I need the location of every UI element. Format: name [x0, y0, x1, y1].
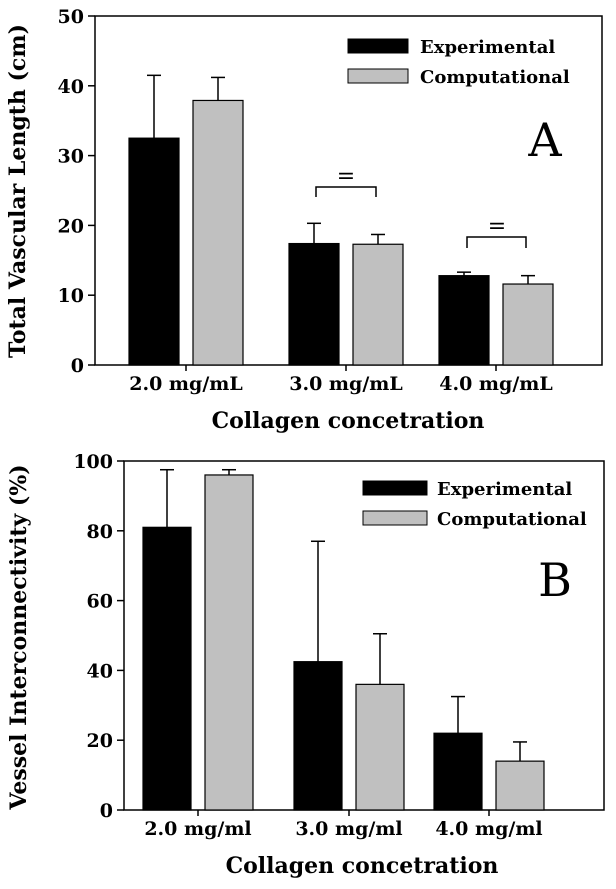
legend-label-experimental-a: Experimental: [420, 37, 555, 58]
x-axis-label-a: Collagen concetration: [212, 408, 485, 434]
legend-swatch-experimental-b: [362, 480, 428, 496]
x-tick-label-b: 2.0 mg/ml: [144, 818, 251, 840]
panel-label-b: B: [538, 553, 572, 607]
legend-label-computational-a: Computational: [420, 67, 570, 88]
y-tick-label-b: 100: [73, 451, 113, 473]
bars-a: [128, 74, 554, 366]
bar-computational-1-a: [192, 99, 244, 366]
y-tick-label-a: 10: [58, 285, 84, 307]
x-tick-label-b: 3.0 mg/ml: [295, 818, 402, 840]
equal-sign-4mg: =: [488, 214, 506, 239]
bar-computational-2-a: [352, 243, 404, 366]
bar-computational-1-b: [204, 474, 254, 811]
bar-experimental-2-b: [293, 661, 343, 811]
legend-b: Experimental Computational: [362, 479, 587, 530]
significance-bracket-3mg: =: [315, 164, 377, 197]
y-tick-label-b: 0: [100, 800, 113, 822]
bar-computational-2-b: [355, 683, 405, 811]
bar-experimental-1-a: [128, 137, 180, 366]
plot-frame-a: [94, 15, 603, 366]
y-ticks-b: 0 20 40 60 80 100: [73, 451, 124, 822]
bars-b: [142, 468, 545, 811]
y-axis-label-b: Vessel Interconnectivity (%): [6, 464, 32, 810]
y-tick-label-b: 20: [87, 730, 113, 752]
y-tick-label-a: 30: [58, 146, 84, 168]
y-tick-label-b: 80: [87, 521, 113, 543]
y-tick-label-a: 20: [58, 215, 84, 237]
bar-experimental-2-a: [288, 242, 340, 366]
legend-swatch-computational-a: [347, 68, 409, 84]
x-tick-labels-a: 2.0 mg/mL 3.0 mg/mL 4.0 mg/mL: [129, 365, 553, 395]
y-tick-label-b: 40: [87, 660, 113, 682]
equal-sign-3mg: =: [337, 164, 355, 189]
bar-experimental-3-a: [438, 275, 490, 366]
x-axis-label-b: Collagen concetration: [226, 853, 499, 879]
x-tick-label-a: 2.0 mg/mL: [129, 373, 242, 395]
x-tick-label-b: 4.0 mg/ml: [435, 818, 542, 840]
significance-bracket-4mg: =: [466, 214, 527, 248]
x-tick-label-a: 3.0 mg/mL: [289, 373, 402, 395]
legend-swatch-experimental-a: [347, 38, 409, 54]
bar-computational-3-b: [495, 760, 545, 811]
y-tick-label-b: 60: [87, 591, 113, 613]
x-tick-label-a: 4.0 mg/mL: [439, 373, 552, 395]
legend-swatch-computational-b: [362, 510, 428, 526]
chart-panel-b: 0 20 40 60 80 100 2.0 mg/ml 3.0 mg/ml 4.0 mg/ml…: [6, 451, 605, 879]
panel-label-a: A: [527, 113, 562, 167]
bar-experimental-1-b: [142, 526, 192, 811]
y-ticks-a: 0 10 20 30 40 50: [58, 6, 95, 377]
legend-label-experimental-b: Experimental: [437, 479, 572, 500]
x-tick-labels-b: 2.0 mg/ml 3.0 mg/ml 4.0 mg/ml: [144, 810, 543, 840]
legend-a: Experimental Computational: [347, 37, 570, 88]
legend-label-computational-b: Computational: [437, 509, 587, 530]
y-tick-label-a: 40: [58, 76, 84, 98]
bar-experimental-3-b: [433, 732, 483, 811]
y-axis-label-a: Total Vascular Length (cm): [5, 24, 31, 358]
y-tick-label-a: 50: [58, 6, 84, 28]
bar-computational-3-a: [502, 283, 554, 366]
y-tick-label-a: 0: [71, 355, 84, 377]
